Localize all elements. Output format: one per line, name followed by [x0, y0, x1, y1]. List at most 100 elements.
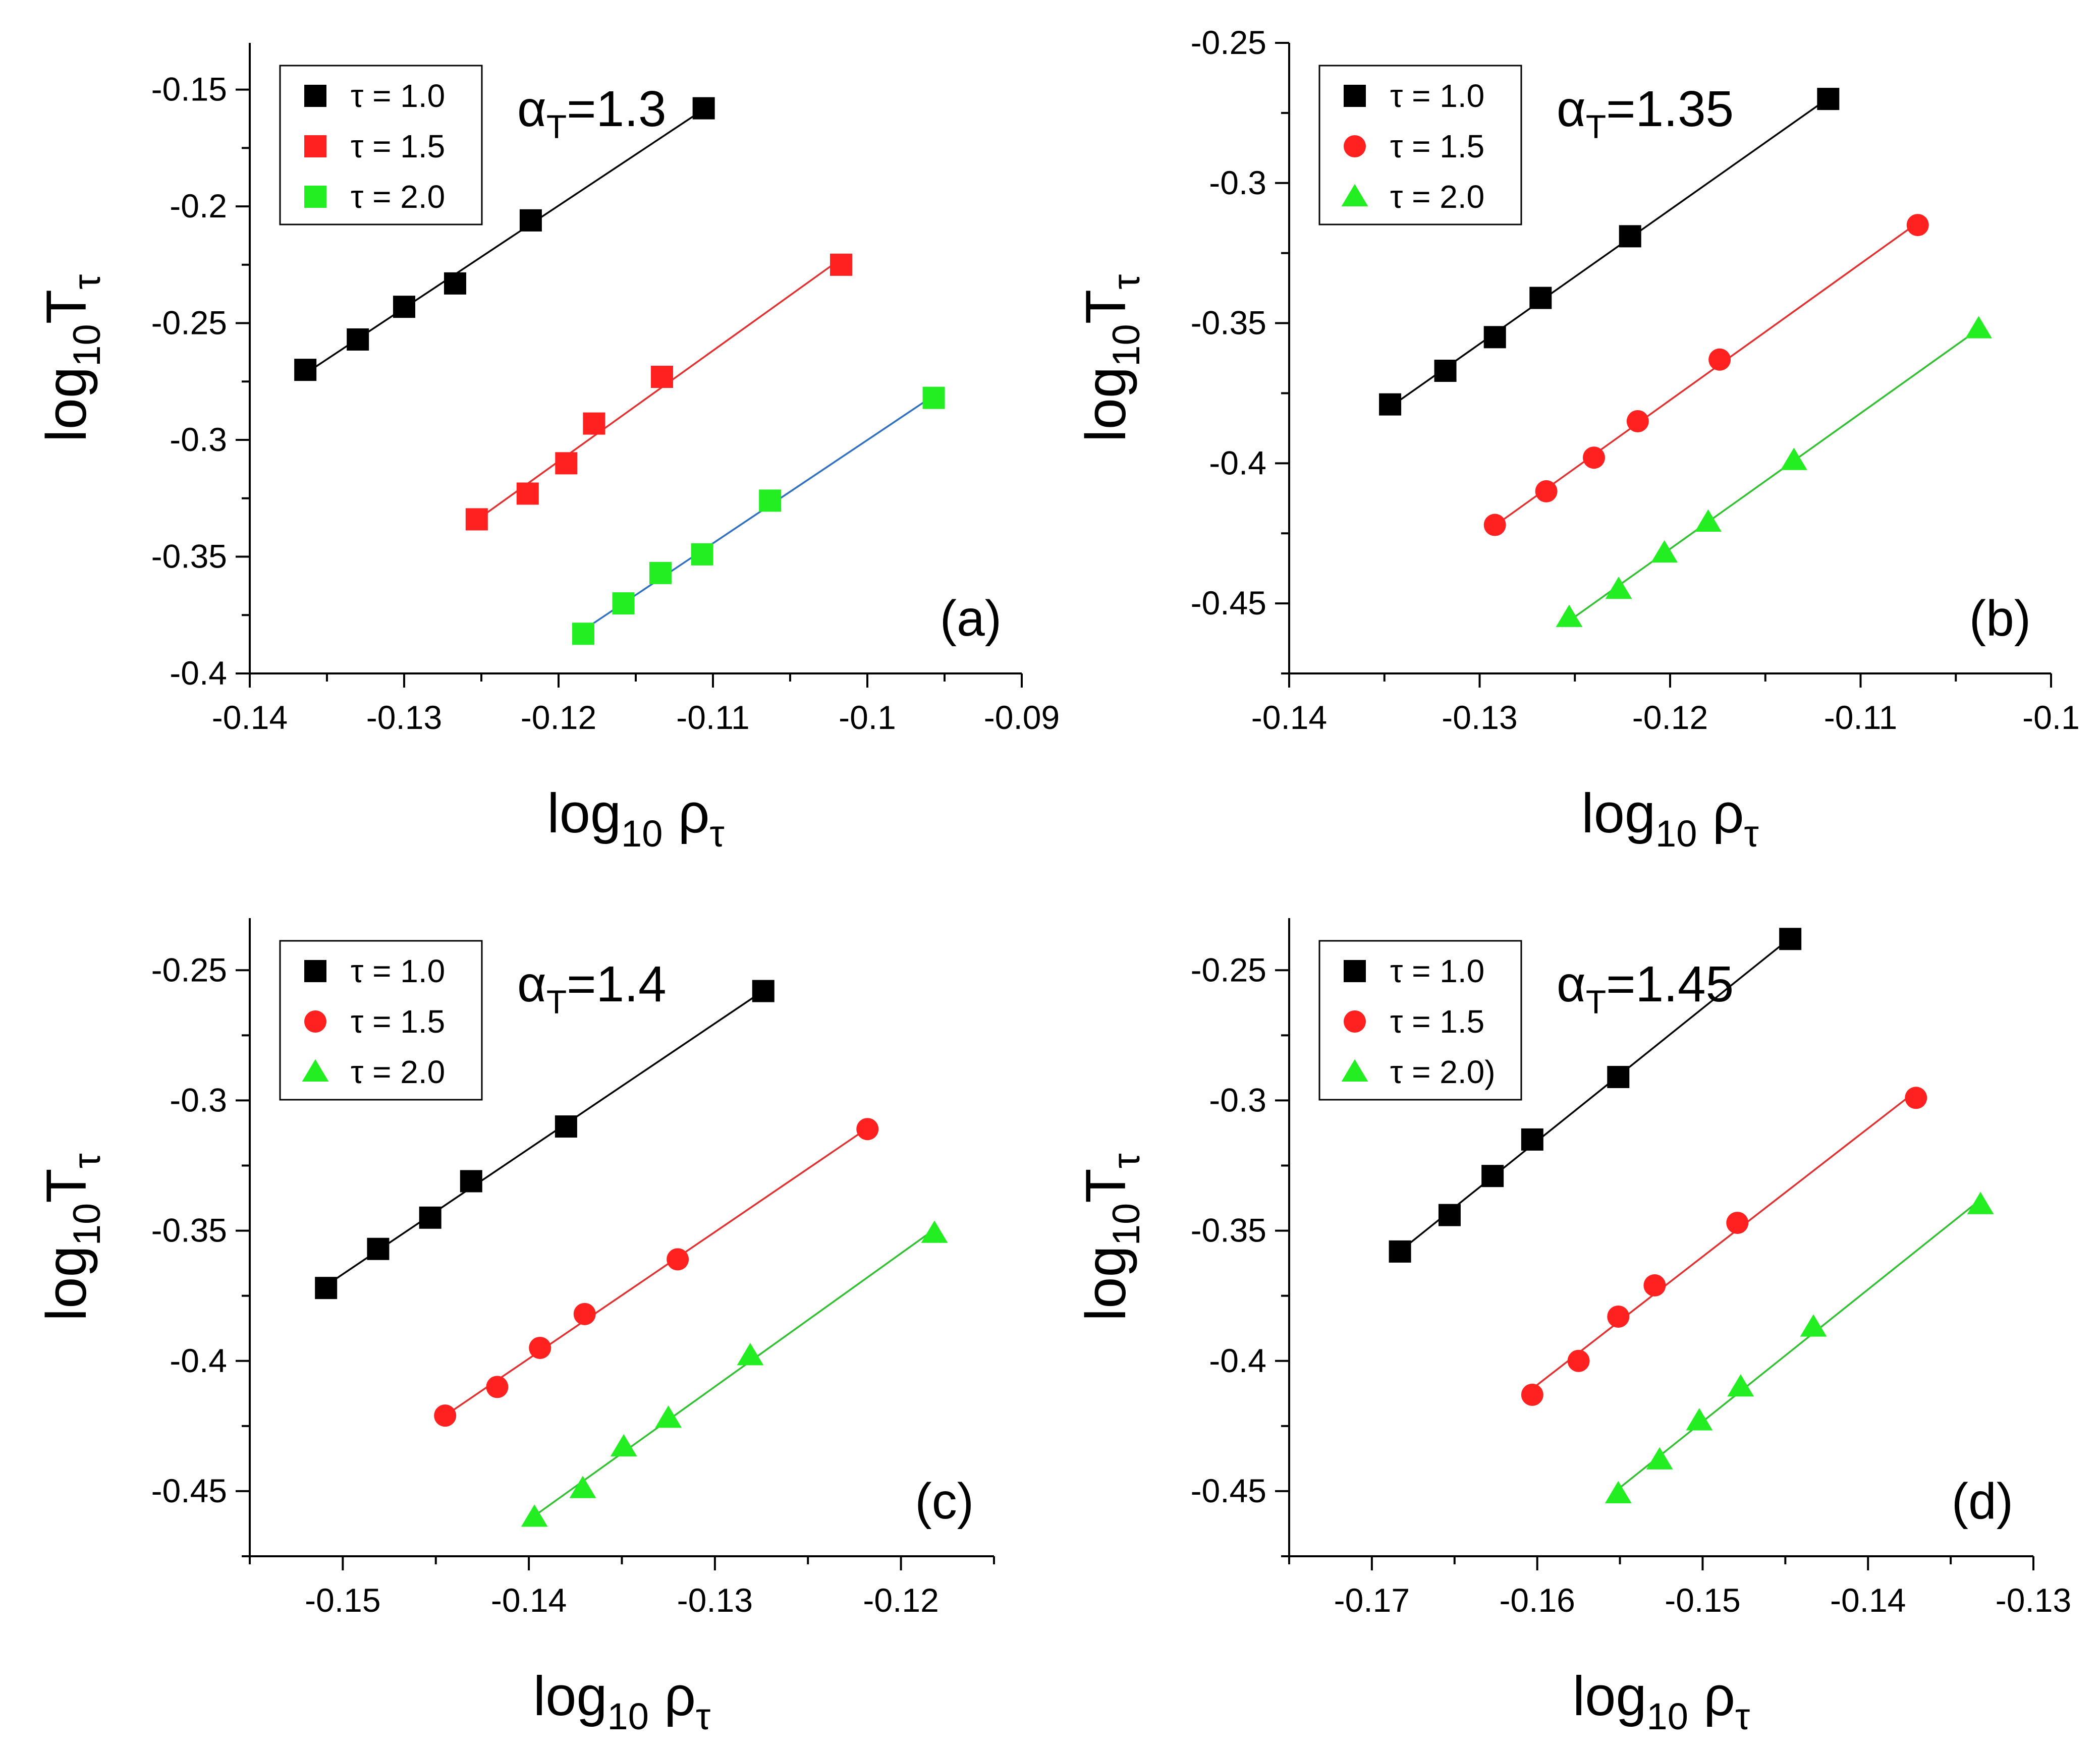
- alpha-annotation: αT=1.3: [517, 81, 667, 145]
- legend-marker: [304, 135, 326, 157]
- data-point: [444, 272, 466, 295]
- panel-label: (b): [1969, 590, 2031, 647]
- data-point: [1965, 316, 1992, 338]
- x-axis-label: log10 ρτ: [1573, 1665, 1750, 1737]
- data-point: [1605, 577, 1632, 599]
- x-tick-label: -0.14: [491, 1581, 567, 1619]
- y-tick-label: -0.25: [1191, 951, 1266, 988]
- data-point: [921, 1220, 948, 1243]
- data-point: [294, 359, 317, 381]
- y-tick-label: -0.45: [1191, 1472, 1266, 1509]
- data-point: [569, 1476, 596, 1498]
- series-1: [315, 980, 775, 1299]
- y-tick-label: -0.15: [151, 71, 227, 108]
- x-tick-label: -0.13: [677, 1581, 753, 1619]
- data-point: [521, 1504, 548, 1527]
- legend-marker: [1341, 1059, 1368, 1082]
- data-point: [1708, 348, 1731, 371]
- x-axis-label: log10 ρτ: [547, 782, 724, 855]
- fit-line: [1494, 221, 1918, 527]
- legend: τ = 1.0 τ = 1.5 τ = 2.0: [279, 940, 483, 1101]
- data-point: [1651, 540, 1678, 563]
- fit-line: [1618, 1199, 1981, 1490]
- legend-label: τ = 1.0: [351, 78, 445, 114]
- legend-marker: [304, 1010, 326, 1033]
- alpha-annotation: αT=1.4: [517, 956, 667, 1021]
- data-point: [1567, 1349, 1590, 1372]
- series-2: [1521, 1087, 1927, 1406]
- y-tick-label: -0.2: [170, 187, 227, 224]
- data-point: [1535, 480, 1558, 502]
- data-point: [830, 253, 852, 276]
- data-point: [610, 1434, 637, 1457]
- panel-d: -0.17 -0.16 -0.15 -0.14 -0.13 -0.45 -0.4 -0.35 -…: [1074, 918, 2071, 1737]
- data-point: [655, 1405, 682, 1428]
- x-tick-label: -0.1: [2022, 699, 2080, 736]
- y-axis-label: log10Tτ: [35, 1153, 108, 1321]
- data-point: [529, 1336, 551, 1359]
- panel-b: -0.14 -0.13 -0.12 -0.11 -0.1 -0.45 -0.4 -0.35 -0…: [1074, 24, 2080, 855]
- y-tick-label: -0.35: [151, 538, 227, 575]
- data-point: [752, 980, 775, 1002]
- x-tick-label: -0.11: [676, 699, 750, 736]
- legend-label: τ = 2.0: [1390, 179, 1484, 215]
- data-point: [612, 592, 635, 615]
- panel-label: (a): [940, 590, 1002, 647]
- fit-line: [305, 108, 704, 375]
- series-2: [434, 1118, 879, 1427]
- x-tick-label: -0.1: [839, 699, 896, 736]
- y-tick-label: -0.4: [170, 1342, 227, 1379]
- data-point: [691, 543, 713, 566]
- data-point: [1643, 1274, 1666, 1297]
- data-point: [1727, 1374, 1754, 1397]
- data-point: [1607, 1065, 1630, 1088]
- fit-line: [476, 258, 842, 521]
- x-tick-label: -0.14: [1830, 1581, 1906, 1619]
- data-point: [486, 1376, 509, 1398]
- panel-c: -0.15 -0.14 -0.13 -0.12 -0.45 -0.4 -0.35 -0.3 -0…: [35, 918, 995, 1737]
- legend-label: τ = 1.0: [351, 953, 445, 989]
- data-point: [649, 561, 672, 584]
- data-point: [1779, 928, 1802, 950]
- data-point: [856, 1118, 879, 1141]
- legend-marker: [1344, 135, 1366, 157]
- legend-marker: [302, 1059, 329, 1082]
- data-point: [583, 412, 605, 435]
- data-point: [1556, 604, 1583, 627]
- data-point: [1626, 410, 1649, 432]
- fit-line: [325, 990, 764, 1286]
- y-tick-label: -0.25: [1191, 24, 1266, 61]
- x-axis-label: log10 ρτ: [533, 1665, 710, 1737]
- legend-marker: [1344, 1010, 1366, 1033]
- data-point: [1605, 1481, 1632, 1504]
- data-point: [1619, 225, 1641, 248]
- y-tick-label: -0.4: [170, 654, 227, 692]
- data-point: [737, 1343, 764, 1366]
- legend: τ = 1.0 τ = 1.5 τ = 2.0: [279, 65, 483, 225]
- y-axis-label: log10Tτ: [1074, 1153, 1148, 1321]
- series-3: [521, 1220, 948, 1527]
- data-point: [434, 1404, 457, 1427]
- data-point: [573, 1303, 596, 1325]
- data-point: [1726, 1212, 1749, 1234]
- data-point: [1483, 326, 1506, 349]
- legend: τ = 1.0 τ = 1.5 τ = 2.0): [1318, 940, 1522, 1101]
- x-tick-label: -0.11: [1824, 699, 1898, 736]
- data-point: [419, 1206, 441, 1229]
- y-tick-label: -0.3: [170, 421, 227, 458]
- legend-label: τ = 1.0: [1390, 953, 1484, 989]
- x-tick-label: -0.12: [863, 1581, 938, 1619]
- data-point: [1483, 514, 1506, 536]
- x-tick-label: -0.13: [366, 699, 442, 736]
- data-point: [1817, 88, 1840, 110]
- data-point: [1905, 1087, 1927, 1109]
- x-tick-label: -0.15: [1665, 1581, 1740, 1619]
- data-point: [572, 623, 594, 645]
- data-point: [1438, 1204, 1461, 1226]
- series-2: [465, 253, 852, 531]
- data-point: [1906, 214, 1929, 237]
- y-tick-label: -0.3: [170, 1081, 227, 1118]
- y-axis-label: log10Tτ: [35, 274, 108, 442]
- fit-line: [1390, 97, 1829, 408]
